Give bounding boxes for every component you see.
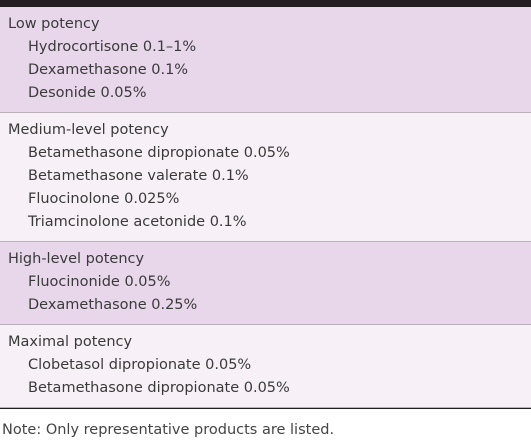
product-item: Triamcinolone acetonide 0.1%: [28, 214, 247, 230]
group-heading: Medium-level potency: [8, 122, 169, 138]
group-heading: Low potency: [8, 16, 100, 32]
top-rule: [0, 0, 531, 7]
product-item: Betamethasone valerate 0.1%: [28, 168, 249, 184]
product-item: Dexamethasone 0.25%: [28, 297, 198, 313]
note: Note: Only representative products are l…: [2, 422, 335, 438]
potency-group: Low potency Hydrocortisone 0.1–1% Dexameth…: [0, 7, 531, 113]
product-item: Betamethasone dipropionate 0.05%: [28, 380, 290, 396]
product-item: Betamethasone dipropionate 0.05%: [28, 145, 290, 161]
potency-group: High-level potency Fluocinonide 0.05% Dexa…: [0, 242, 531, 325]
group-heading: Maximal potency: [8, 334, 133, 350]
group-heading: High-level potency: [8, 251, 145, 267]
product-item: Desonide 0.05%: [28, 85, 147, 101]
potency-group: Maximal potency Clobetasol dipropionate 0…: [0, 325, 531, 408]
table: Low potency Hydrocortisone 0.1–1% Dexameth…: [0, 7, 531, 409]
potency-group: Medium-level potency Betamethasone diprop…: [0, 113, 531, 242]
product-item: Clobetasol dipropionate 0.05%: [28, 357, 252, 373]
product-item: Fluocinonide 0.05%: [28, 274, 171, 290]
product-item: Dexamethasone 0.1%: [28, 62, 189, 78]
product-item: Hydrocortisone 0.1–1%: [28, 39, 197, 55]
product-item: Fluocinolone 0.025%: [28, 191, 180, 207]
